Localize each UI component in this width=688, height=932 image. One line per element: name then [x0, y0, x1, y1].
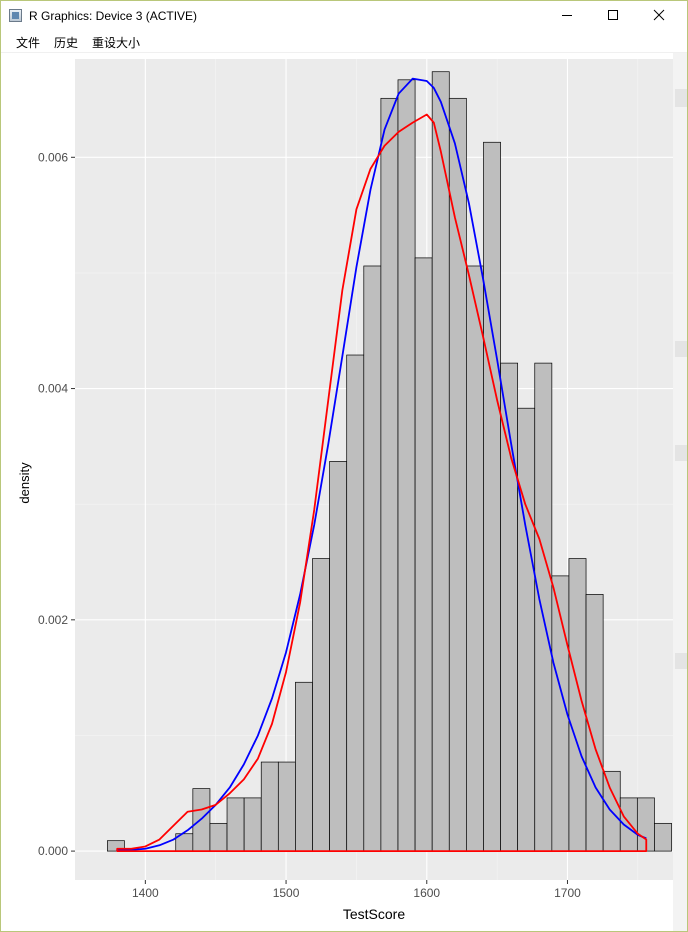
plot-area: 1400 1500 1600 1700 0.000 0.002 0.004 0.006 Te…: [1, 53, 673, 931]
histogram-bar: [483, 141, 501, 852]
app-icon: [9, 9, 22, 22]
histogram-bar: [209, 822, 228, 852]
histogram-bar: [414, 257, 433, 852]
histogram-bar: [654, 822, 672, 852]
histogram-bar: [346, 354, 365, 852]
x-axis-label: TestScore: [343, 906, 405, 922]
menu-resize[interactable]: 重设大小: [92, 36, 141, 50]
x-tick-label: 1500: [273, 886, 300, 900]
density-line-blue: [116, 77, 647, 852]
close-button[interactable]: [636, 1, 682, 32]
y-tick-label: 0.002: [38, 613, 68, 627]
menu-history[interactable]: 历史: [54, 36, 79, 50]
x-tick-label: 1700: [554, 886, 581, 900]
background-panel-stub: [675, 89, 687, 107]
y-axis-ticks: 0.000 0.002 0.004 0.006: [38, 150, 75, 858]
y-tick-label: 0.000: [38, 844, 68, 858]
minimize-icon: [561, 8, 573, 26]
window-title: R Graphics: Device 3 (ACTIVE): [29, 9, 198, 23]
histogram-bar: [517, 407, 536, 852]
histogram-bar: [312, 558, 330, 852]
title-bar[interactable]: R Graphics: Device 3 (ACTIVE): [1, 1, 687, 32]
x-tick-label: 1600: [413, 886, 440, 900]
histogram-bar: [243, 797, 262, 852]
background-panel-stub: [675, 653, 687, 669]
maximize-icon: [607, 8, 619, 26]
histogram-bar: [295, 681, 313, 852]
histogram-bar: [431, 71, 450, 852]
menu-file[interactable]: 文件: [16, 36, 41, 50]
y-tick-label: 0.006: [38, 150, 68, 164]
background-window-edge: [673, 53, 687, 931]
histogram-bar: [534, 362, 553, 852]
density-lines: [116, 77, 648, 852]
menu-bar: 文件 历史 重设大小: [1, 32, 687, 53]
maximize-button[interactable]: [590, 1, 636, 32]
histogram-bar: [107, 840, 125, 852]
histogram-bar: [448, 97, 467, 852]
histogram-bar: [226, 797, 245, 852]
histogram-bar: [329, 461, 348, 852]
close-icon: [653, 8, 665, 26]
density-line-red: [116, 113, 648, 852]
histogram-bar: [466, 265, 484, 852]
histogram-bar: [260, 761, 279, 852]
histogram-density-chart: 1400 1500 1600 1700 0.000 0.002 0.004 0.006 Te…: [1, 53, 673, 931]
y-axis-label: density: [17, 462, 32, 504]
x-tick-label: 1400: [132, 886, 159, 900]
y-tick-label: 0.004: [38, 382, 68, 396]
histogram-bar: [397, 79, 416, 852]
background-panel-stub: [675, 341, 687, 357]
histogram-bar: [363, 265, 382, 852]
histogram-bar: [277, 761, 296, 852]
background-panel-stub: [675, 445, 687, 461]
histogram-bars: [107, 71, 672, 852]
histogram-bar: [380, 97, 399, 852]
x-axis-ticks: 1400 1500 1600 1700: [132, 880, 581, 900]
minimize-button[interactable]: [544, 1, 590, 32]
